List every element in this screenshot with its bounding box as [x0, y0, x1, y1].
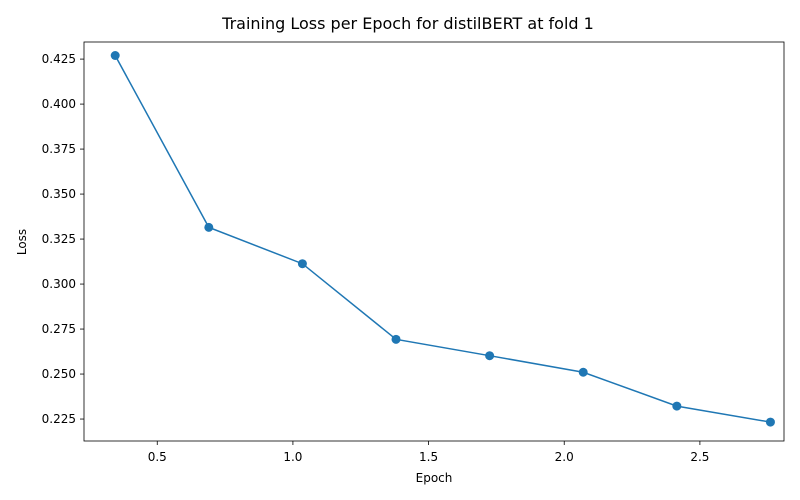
chart-title: Training Loss per Epoch for distilBERT a…	[221, 14, 594, 33]
y-tick-label: 0.225	[42, 412, 76, 426]
plot-axes: 0.5 1.0 1.5 2.0 2.5 0.225 0.250 0.275 0.300 0.325…	[42, 41, 785, 464]
data-point	[391, 334, 401, 344]
data-point	[765, 417, 775, 427]
y-tick-label: 0.375	[42, 142, 76, 156]
y-tick-label: 0.300	[42, 277, 76, 291]
y-tick-label: 0.350	[42, 187, 76, 201]
data-point	[485, 351, 495, 361]
x-tick-label: 2.5	[690, 450, 709, 464]
x-axis-label: Epoch	[416, 471, 453, 485]
data-point	[110, 50, 120, 60]
data-point	[578, 367, 588, 377]
data-point	[297, 259, 307, 269]
series-line	[114, 55, 771, 423]
y-tick-label: 0.250	[42, 367, 76, 381]
plot-frame	[83, 41, 785, 442]
y-tick-label: 0.425	[42, 52, 76, 66]
y-tick-label: 0.400	[42, 97, 76, 111]
x-tick-label: 0.5	[148, 450, 167, 464]
y-tick-label: 0.325	[42, 232, 76, 246]
y-tick-label: 0.275	[42, 322, 76, 336]
data-point	[672, 401, 682, 411]
series-layer	[110, 50, 775, 427]
data-point	[204, 222, 214, 232]
y-axis-label: Loss	[15, 229, 29, 255]
x-tick-label: 1.0	[283, 450, 302, 464]
x-tick-label: 1.5	[419, 450, 438, 464]
x-tick-label: 2.0	[555, 450, 574, 464]
